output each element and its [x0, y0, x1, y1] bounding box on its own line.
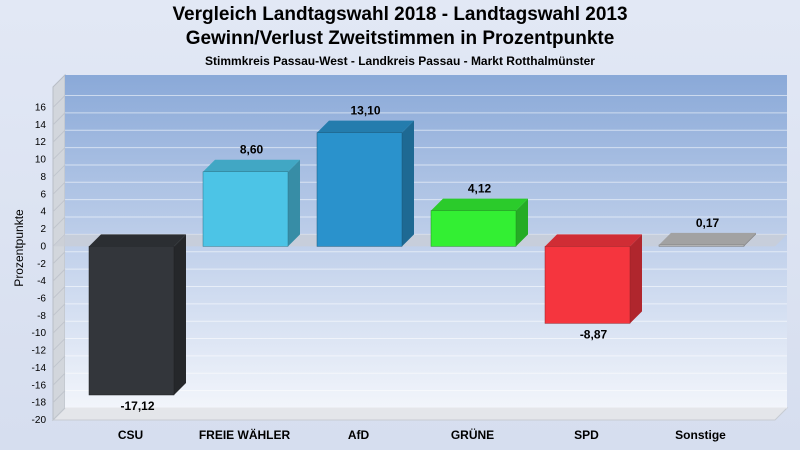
- x-tick-label: AfD: [348, 428, 370, 442]
- grid-line-wall: [52, 216, 66, 230]
- x-tick-label: Sonstige: [675, 428, 726, 442]
- bar-top: [203, 159, 300, 172]
- bar-front: [544, 246, 631, 324]
- grid-line-wall: [52, 355, 66, 369]
- chart-title: Vergleich Landtagswahl 2018 - Landtagswa…: [172, 4, 628, 25]
- bar-side: [516, 198, 528, 247]
- bar-1: -17,12: [88, 234, 186, 413]
- bar-front: [88, 246, 175, 396]
- y-tick-label: 12: [35, 137, 47, 148]
- y-tick-label: -12: [32, 346, 47, 357]
- y-tick-label: 0: [40, 241, 46, 252]
- x-tick-label: FREIE WÄHLER: [199, 427, 291, 442]
- bar-3: 13,10: [316, 104, 414, 247]
- y-axis: 16 14 12 10 8 6 4 2 0 -2 -4 -6 -8 -10 -12 -14 -16 -18 -20: [32, 103, 47, 427]
- bar-value-label: 13,10: [350, 104, 380, 118]
- x-axis: CSU FREIE WÄHLER AfD GRÜNE SPD Sonstige: [118, 427, 726, 442]
- bar-side: [174, 234, 186, 395]
- grid-line-wall: [52, 164, 66, 178]
- bar-side: [744, 232, 756, 247]
- y-tick-label: -4: [37, 276, 46, 287]
- y-tick-label: 8: [40, 172, 46, 183]
- bar-front: [316, 132, 403, 247]
- grid-line-wall: [52, 199, 66, 213]
- grid-line-wall: [52, 112, 66, 126]
- grid-line-wall: [52, 129, 66, 143]
- bar-top: [659, 232, 756, 245]
- grid-line-wall: [52, 251, 66, 265]
- y-tick-label: -8: [37, 311, 46, 322]
- bar-6: 0,17: [658, 216, 756, 247]
- bar-top: [89, 234, 186, 247]
- grid-line-wall: [52, 303, 66, 317]
- x-tick-label: CSU: [118, 428, 143, 442]
- bar-2: 8,60: [202, 143, 300, 247]
- y-tick-label: 16: [35, 103, 47, 114]
- grid-line-wall: [52, 320, 66, 334]
- bar-front: [430, 210, 517, 247]
- bar-value-label: -8,87: [580, 327, 608, 341]
- grid-line-wall: [52, 338, 66, 351]
- y-axis-label: Prozentpunkte: [12, 209, 26, 287]
- bar-value-label: -17,12: [120, 399, 154, 413]
- y-tick-label: -18: [32, 398, 47, 409]
- grid-line-wall: [52, 407, 66, 421]
- bar-side: [288, 159, 300, 247]
- chart-subtitle: Gewinn/Verlust Zweitstimmen in Prozentpu…: [185, 28, 615, 49]
- bar-5: -8,87: [544, 234, 642, 341]
- left-wall: [52, 73, 66, 422]
- bar-front: [202, 171, 289, 247]
- bar-top: [317, 120, 414, 133]
- floor: [51, 407, 789, 421]
- y-tick-label: -20: [32, 415, 47, 426]
- grid-line-wall: [52, 286, 66, 299]
- x-tick-label: GRÜNE: [451, 427, 494, 442]
- grid-line-wall: [52, 95, 66, 108]
- y-tick-label: 4: [40, 207, 46, 218]
- bars: -17,12 8,60 13,10 4,12 -8,87 0,17: [88, 104, 756, 413]
- y-tick-label: -16: [32, 380, 47, 391]
- y-tick-label: 2: [40, 224, 46, 235]
- grid-line-wall: [52, 268, 66, 282]
- bar-top: [545, 234, 642, 247]
- bar-top: [431, 198, 528, 211]
- bar-value-label: 8,60: [240, 143, 264, 157]
- bar-front: [658, 244, 745, 247]
- grid-line-wall: [52, 390, 66, 403]
- y-tick-label: 14: [35, 120, 47, 131]
- grid-line-wall: [52, 181, 66, 195]
- grid-line-wall: [52, 372, 66, 386]
- y-tick-label: -6: [37, 293, 46, 304]
- y-tick-label: -14: [32, 363, 47, 374]
- bar-side: [630, 234, 642, 324]
- grid-line-wall: [52, 147, 66, 160]
- bar-side: [402, 120, 414, 247]
- bar-value-label: 4,12: [468, 182, 492, 196]
- y-tick-label: -10: [32, 328, 47, 339]
- bar-4: 4,12: [430, 182, 528, 247]
- bar-value-label: 0,17: [696, 216, 720, 230]
- x-tick-label: SPD: [574, 428, 599, 442]
- y-tick-label: -2: [37, 259, 46, 270]
- y-tick-label: 10: [35, 155, 47, 166]
- y-tick-label: 6: [40, 189, 46, 200]
- chart-caption: Stimmkreis Passau-West - Landkreis Passa…: [205, 54, 595, 68]
